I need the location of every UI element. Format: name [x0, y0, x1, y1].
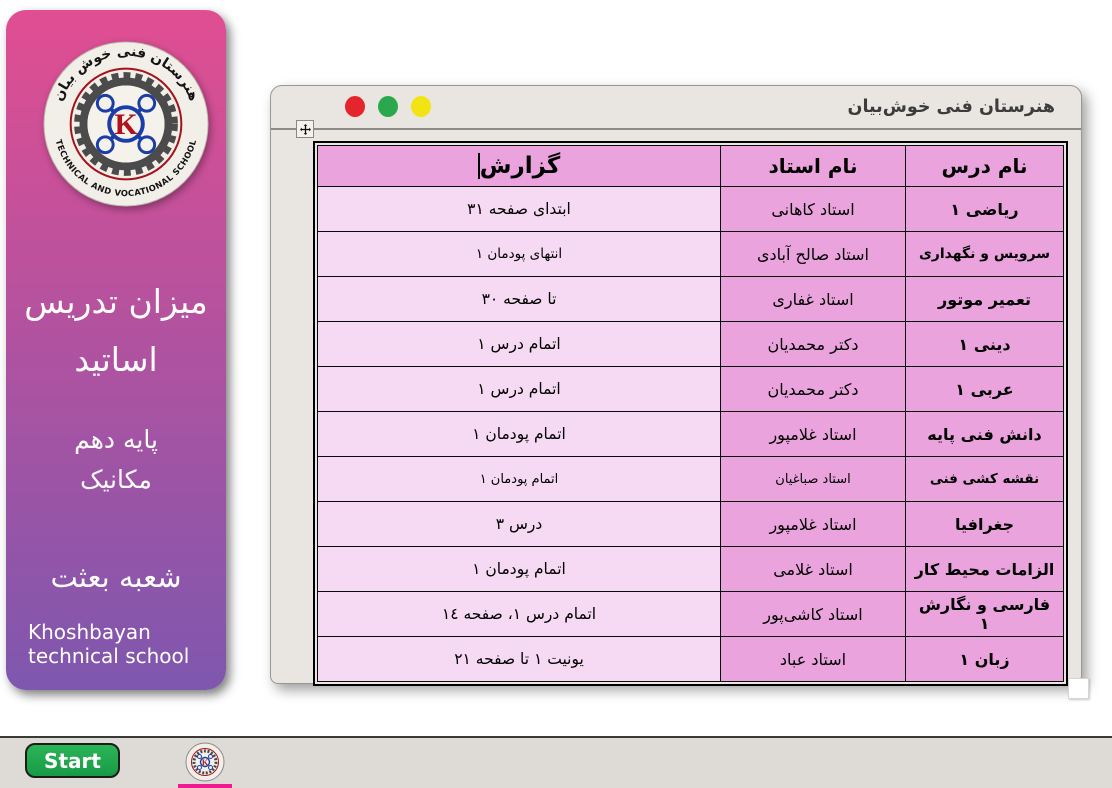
table-row: سرویس و نگهداری استاد صالح آبادی انتهای … — [317, 231, 1064, 277]
teacher-cell[interactable]: استاد غلامی — [720, 546, 906, 592]
teacher-cell[interactable]: دکتر محمدیان — [720, 366, 906, 412]
report-cell[interactable]: اتمام درس ١ — [317, 366, 721, 412]
table-row: ریاضی ١ استاد کاهانی ابتدای صفحه ٣١ — [317, 186, 1064, 232]
sidebar-card: هنرستان فنی خوش بیان TECHNICAL AND VOCAT… — [6, 10, 226, 690]
report-cell[interactable]: یونیت ١ تا صفحه ٢١ — [317, 636, 721, 682]
report-cell[interactable]: درس ٣ — [317, 501, 721, 547]
move-handle[interactable] — [296, 120, 314, 138]
course-cell[interactable]: دینی ١ — [905, 321, 1064, 367]
window-title: هنرستان فنی خوش‌بیان — [847, 97, 1055, 117]
table-row: دانش فنی پایه استاد غلامپور اتمام پودمان… — [317, 411, 1064, 457]
teacher-cell[interactable]: استاد عباد — [720, 636, 906, 682]
teacher-cell[interactable]: استاد صباغیان — [720, 456, 906, 502]
window-titlebar[interactable]: هنرستان فنی خوش‌بیان — [271, 86, 1081, 130]
svg-text:K: K — [202, 758, 209, 767]
school-name-en-line1: Khoshbayan — [28, 620, 151, 644]
table-row: جغرافیا استاد غلامپور درس ٣ — [317, 501, 1064, 547]
start-button[interactable]: Start — [25, 743, 120, 778]
header-report-label: گزارش — [479, 152, 561, 179]
report-cell[interactable]: اتمام درس ١، صفحه ١٤ — [317, 591, 721, 637]
course-cell[interactable]: زبان ١ — [905, 636, 1064, 682]
course-cell[interactable]: عربی ١ — [905, 366, 1064, 412]
header-course[interactable]: نام درس — [905, 145, 1064, 187]
table-row: فارسی و نگارش ١ استاد کاشی‌پور اتمام درس… — [317, 591, 1064, 637]
active-app-indicator — [178, 784, 232, 788]
reports-table-frame: نام درس نام استاد گزارش ریاضی ١ استاد کا… — [313, 141, 1068, 686]
report-cell[interactable]: ابتدای صفحه ٣١ — [317, 186, 721, 232]
teacher-cell[interactable]: استاد صالح آبادی — [720, 231, 906, 277]
report-cell[interactable]: تا صفحه ٣٠ — [317, 276, 721, 322]
resize-handle[interactable] — [1068, 678, 1089, 699]
table-row: زبان ١ استاد عباد یونیت ١ تا صفحه ٢١ — [317, 636, 1064, 682]
taskbar-app-shortcut[interactable]: K — [178, 740, 232, 788]
table-row: نقشه کشی فنی استاد صباغیان اتمام پودمان … — [317, 456, 1064, 502]
svg-text:K: K — [114, 109, 137, 141]
course-cell[interactable]: ریاضی ١ — [905, 186, 1064, 232]
report-cell[interactable]: اتمام پودمان ١ — [317, 546, 721, 592]
table-row: دینی ١ دکتر محمدیان اتمام درس ١ — [317, 321, 1064, 367]
report-cell[interactable]: اتمام پودمان ١ — [317, 456, 721, 502]
header-teacher[interactable]: نام استاد — [720, 145, 906, 187]
teacher-cell[interactable]: استاد کاشی‌پور — [720, 591, 906, 637]
teacher-cell[interactable]: استاد غلامپور — [720, 501, 906, 547]
course-cell[interactable]: سرویس و نگهداری — [905, 231, 1064, 277]
teacher-cell[interactable]: استاد غفاری — [720, 276, 906, 322]
sidebar-title-line1: میزان تدریس — [24, 282, 208, 321]
course-cell[interactable]: نقشه کشی فنی — [905, 456, 1064, 502]
report-cell[interactable]: اتمام پودمان ١ — [317, 411, 721, 457]
school-name-en: Khoshbayan technical school — [28, 620, 189, 668]
app-window: هنرستان فنی خوش‌بیان نام درس نام استاد گ… — [270, 85, 1089, 699]
school-name-en-line2: technical school — [28, 644, 190, 668]
sidebar-title-line2: اساتید — [74, 340, 158, 379]
table-row: تعمیر موتور استاد غفاری تا صفحه ٣٠ — [317, 276, 1064, 322]
taskbar-app-logo-icon: K — [185, 742, 225, 782]
header-report[interactable]: گزارش — [317, 145, 721, 187]
course-cell[interactable]: فارسی و نگارش ١ — [905, 591, 1064, 637]
table-row: عربی ١ دکتر محمدیان اتمام درس ١ — [317, 366, 1064, 412]
course-cell[interactable]: دانش فنی پایه — [905, 411, 1064, 457]
move-icon — [299, 123, 311, 135]
course-cell[interactable]: تعمیر موتور — [905, 276, 1064, 322]
sidebar-grade: پایه دهم — [74, 425, 158, 454]
teacher-cell[interactable]: استاد غلامپور — [720, 411, 906, 457]
sidebar-branch: شعبه بعثت — [50, 560, 182, 594]
header-row: نام درس نام استاد گزارش — [317, 145, 1064, 187]
sidebar-major: مکانیک — [80, 465, 152, 494]
teacher-cell[interactable]: دکتر محمدیان — [720, 321, 906, 367]
reports-table: نام درس نام استاد گزارش ریاضی ١ استاد کا… — [317, 145, 1064, 682]
course-cell[interactable]: الزامات محیط کار — [905, 546, 1064, 592]
course-cell[interactable]: جغرافیا — [905, 501, 1064, 547]
taskbar: Start K — [0, 736, 1112, 788]
report-cell[interactable]: اتمام درس ١ — [317, 321, 721, 367]
zoom-button[interactable] — [378, 96, 398, 117]
report-cell[interactable]: انتهای پودمان ١ — [317, 231, 721, 277]
school-logo-icon: هنرستان فنی خوش بیان TECHNICAL AND VOCAT… — [43, 41, 209, 207]
minimize-button[interactable] — [411, 96, 431, 117]
school-logo: هنرستان فنی خوش بیان TECHNICAL AND VOCAT… — [42, 40, 210, 208]
close-button[interactable] — [345, 96, 365, 117]
text-caret — [477, 153, 480, 180]
table-row: الزامات محیط کار استاد غلامی اتمام پودما… — [317, 546, 1064, 592]
teacher-cell[interactable]: استاد کاهانی — [720, 186, 906, 232]
